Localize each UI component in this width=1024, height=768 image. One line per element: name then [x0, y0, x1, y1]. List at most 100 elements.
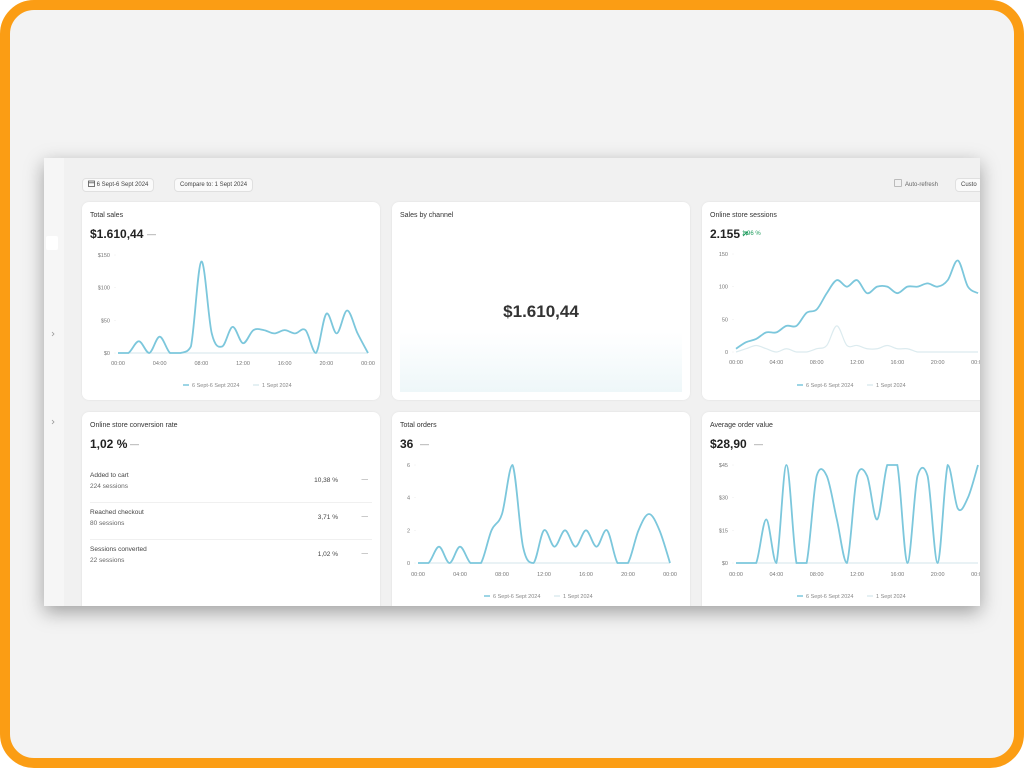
x-tick-label: 08:00 [194, 361, 208, 367]
date-range: 6 Sept-6 Sept 2024 [96, 182, 149, 188]
card-title: Total sales [90, 212, 124, 219]
card-delta: — [754, 439, 763, 449]
y-tick-label: $50 [101, 318, 110, 324]
card-value: $28,90 [710, 437, 747, 451]
card: Total orders 36 — 0 2 4 6 00:00 04:00 08:00 12:… [392, 412, 690, 606]
row-delta: — [361, 550, 369, 557]
card: Online store sessions 2.155 1,96 % 0 50 10… [702, 202, 980, 400]
x-tick-label: 12:00 [850, 360, 864, 366]
row-rate: 3,71 % [317, 514, 338, 521]
y-tick-label: $15 [719, 528, 728, 534]
row-delta: — [361, 476, 369, 483]
y-tick-label: 0 [407, 561, 410, 567]
x-tick-label: 00:00 [361, 361, 375, 367]
row-rate: 1,02 % [317, 551, 338, 558]
y-tick-label: $150 [98, 253, 110, 259]
row-label: Sessions converted [90, 546, 147, 553]
compare-range: Compare to: 1 Sept 2024 [180, 182, 248, 188]
x-tick-label: 00:00 [729, 360, 743, 366]
legend-label: 1 Sept 2024 [262, 383, 292, 389]
row-label: Reached checkout [90, 509, 144, 516]
x-tick-label: 00:00 [663, 572, 677, 578]
x-tick-label: 16:00 [890, 360, 904, 366]
auto-refresh[interactable]: Auto-refresh [894, 179, 938, 188]
card-title: Online store conversion rate [90, 422, 178, 429]
x-tick-label: 16:00 [579, 572, 593, 578]
y-tick-label: $30 [719, 496, 728, 502]
series-line [736, 464, 979, 564]
x-tick-label: 12:00 [537, 572, 551, 578]
card-change: 1,96 % [742, 231, 761, 237]
change-value: 1,96 % [742, 231, 761, 237]
funnel-row: Added to cart 224 sessions 10,38 % — [90, 468, 372, 503]
x-tick-label: 16:00 [278, 361, 292, 367]
x-tick-label: 04:00 [769, 572, 783, 578]
customize-button[interactable]: Custo [955, 178, 980, 192]
big-value: $1.610,44 [503, 302, 579, 321]
legend-label: 6 Sept-6 Sept 2024 [806, 594, 853, 600]
x-tick-label: 08:00 [495, 572, 509, 578]
legend-label: 6 Sept-6 Sept 2024 [192, 383, 239, 389]
x-tick-label: 12:00 [850, 572, 864, 578]
row-label: Added to cart [90, 472, 129, 479]
chevron[interactable] [51, 419, 55, 425]
up-arrow [742, 231, 748, 237]
legend-label: 1 Sept 2024 [876, 383, 906, 389]
series-line [418, 464, 671, 564]
card-value: 36 [400, 437, 414, 451]
chevron[interactable] [51, 331, 55, 337]
funnel-row: Sessions converted 22 sessions 1,02 % — [90, 542, 372, 576]
legend-label: 1 Sept 2024 [563, 594, 593, 600]
y-tick-label: $45 [719, 463, 728, 469]
x-tick-label: 04:00 [769, 360, 783, 366]
chart: 0 50 100 150 00:00 04:00 08:00 12:00 16:00 20:00 0… [719, 252, 980, 389]
y-tick-label: 2 [407, 528, 410, 534]
x-tick-label: 20:00 [621, 572, 635, 578]
legend-label: 6 Sept-6 Sept 2024 [493, 594, 540, 600]
x-tick-label: 00:00 [971, 360, 980, 366]
x-tick-label: 20:00 [931, 360, 945, 366]
card-title: Total orders [400, 422, 437, 429]
y-tick-label: $0 [722, 561, 728, 567]
x-tick-label: 00:00 [411, 572, 425, 578]
calendar-icon [88, 180, 95, 187]
x-tick-label: 12:00 [236, 361, 250, 367]
x-tick-label: 16:00 [890, 572, 904, 578]
card: Sales by channel $1.610,44 [392, 202, 690, 400]
date-picker[interactable]: 6 Sept-6 Sept 2024 [82, 178, 155, 192]
x-tick-label: 04:00 [153, 361, 167, 367]
funnel-row: Reached checkout 80 sessions 3,71 % — [90, 505, 372, 540]
background-shade [400, 332, 682, 392]
card: Total sales $1.610,44 — $0 $50 $100 $150 00:… [82, 202, 380, 400]
row-sessions: 22 sessions [90, 557, 125, 564]
x-tick-label: 08:00 [810, 360, 824, 366]
auto-refresh-label: Auto-refresh [905, 182, 939, 188]
card-title: Sales by channel [400, 212, 454, 219]
x-tick-label: 00:00 [111, 361, 125, 367]
y-tick-label: $0 [104, 351, 110, 357]
sidebar-icons [51, 331, 55, 425]
x-tick-label: 20:00 [931, 572, 945, 578]
card-title: Average order value [710, 422, 773, 429]
card-delta: — [130, 439, 139, 449]
card-delta: — [420, 439, 429, 449]
sidebar-item[interactable] [46, 236, 58, 250]
legend-label: 1 Sept 2024 [876, 594, 906, 600]
x-tick-label: 20:00 [319, 361, 333, 367]
checkbox[interactable] [894, 179, 902, 187]
series-line [735, 325, 978, 353]
x-tick-label: 04:00 [453, 572, 467, 578]
compare-picker[interactable]: Compare to: 1 Sept 2024 [174, 178, 254, 192]
row-delta: — [361, 513, 369, 520]
customize-label: Custo [961, 182, 977, 188]
y-tick-label: 4 [407, 496, 410, 502]
card-value: $1.610,44 [90, 227, 144, 241]
card-value: 2.155 [710, 227, 741, 241]
row-rate: 10,38 % [314, 477, 338, 484]
x-tick-label: 08:00 [810, 572, 824, 578]
y-tick-label: 50 [722, 317, 728, 323]
series-line [118, 260, 369, 354]
y-tick-label: 100 [719, 285, 728, 291]
y-tick-label: 150 [719, 252, 728, 258]
x-tick-label: 00:00 [971, 572, 980, 578]
